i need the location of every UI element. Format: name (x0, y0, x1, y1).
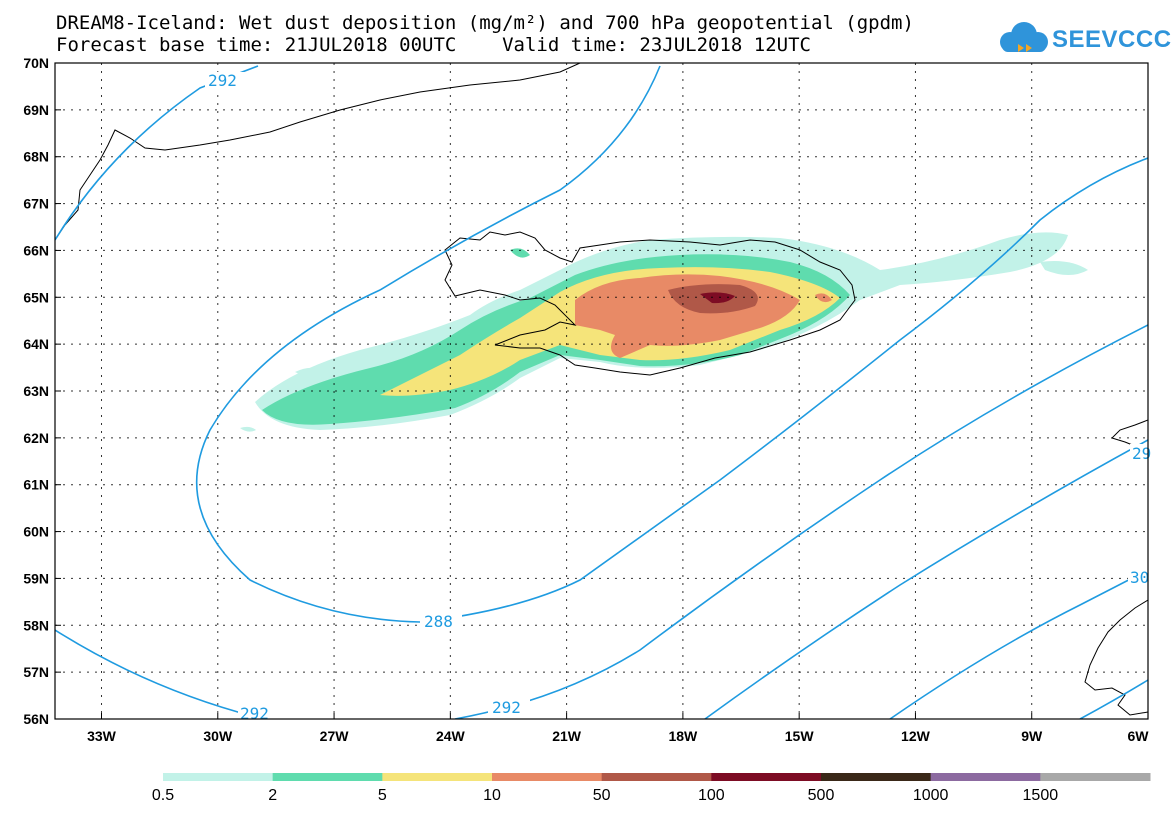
lat-label: 68N (23, 149, 49, 165)
contour-label: 29 (1132, 444, 1151, 463)
lat-label: 64N (23, 336, 49, 352)
legend-swatch (930, 773, 1041, 781)
lat-label: 61N (23, 477, 49, 493)
color-legend: 0.5 2 5 10 50 100 500 1000 1500 (152, 773, 1151, 804)
lat-label: 58N (23, 617, 49, 633)
lat-label: 63N (23, 383, 49, 399)
contour-label: 292 (492, 698, 521, 717)
legend-swatch (711, 773, 822, 781)
legend-label: 500 (808, 787, 835, 804)
coastlines (55, 63, 1148, 716)
legend-label: 5 (378, 787, 387, 804)
lat-label: 60N (23, 524, 49, 540)
contour-292-south (55, 324, 1148, 719)
contour-296 (704, 439, 1148, 719)
legend-label: 1000 (913, 787, 949, 804)
legend-label: 1500 (1023, 787, 1059, 804)
lon-label: 6W (1128, 728, 1150, 744)
contour-label: 30 (1130, 568, 1149, 587)
lon-label: 27W (320, 728, 350, 744)
lon-label: 15W (785, 728, 815, 744)
map-subtitle: Forecast base time: 21JUL2018 00UTC Vali… (56, 34, 811, 56)
legend-swatch (821, 773, 932, 781)
contour-label: 292 (208, 71, 237, 90)
map-title: DREAM8-Iceland: Wet dust deposition (mg/… (56, 12, 914, 34)
contour-label: 288 (424, 612, 453, 631)
lon-label: 12W (901, 728, 931, 744)
longitude-axis: 33W 30W 27W 24W 21W 18W 15W 12W 9W 6W (87, 713, 1149, 744)
lat-label: 56N (23, 711, 49, 727)
lat-label: 67N (23, 196, 49, 212)
legend-label: 0.5 (152, 787, 174, 804)
contour-300 (889, 569, 1148, 719)
lon-label: 24W (436, 728, 466, 744)
iceland-coast (444, 231, 856, 376)
legend-label: 2 (268, 787, 277, 804)
lat-label: 59N (23, 570, 49, 586)
lat-label: 57N (23, 664, 49, 680)
seevccc-logo (1000, 22, 1048, 52)
legend-label: 100 (698, 787, 725, 804)
lon-label: 21W (552, 728, 582, 744)
legend-swatch (1040, 773, 1151, 781)
lat-label: 66N (23, 242, 49, 258)
legend-swatch (382, 773, 493, 781)
contour-labels: 292 288 292 292 29 30 (205, 71, 1151, 723)
lon-label: 30W (203, 728, 233, 744)
geopotential-contours (55, 65, 1148, 719)
lat-lon-grid (55, 63, 1148, 719)
lat-label: 62N (23, 430, 49, 446)
lon-label: 18W (668, 728, 698, 744)
contour-304 (1079, 679, 1148, 719)
legend-swatch (272, 773, 383, 781)
legend-swatch (163, 773, 274, 781)
latitude-axis: 70N 69N 68N 67N 66N 65N 64N 63N 62N 61N 60N 59N 58N 5… (23, 55, 61, 727)
legend-label: 50 (593, 787, 611, 804)
legend-swatch (492, 773, 603, 781)
lat-label: 69N (23, 102, 49, 118)
dust-level-100 (700, 292, 735, 304)
legend-label: 10 (483, 787, 501, 804)
contour-292-north (55, 65, 259, 241)
lon-label: 9W (1021, 728, 1043, 744)
lat-label: 70N (23, 55, 49, 71)
greenland-coast (55, 63, 581, 241)
contour-label: 292 (240, 704, 269, 723)
lat-label: 65N (23, 289, 49, 305)
cloud-icon (1000, 22, 1048, 52)
logo-text: SEEVCCC (1052, 26, 1172, 53)
legend-swatch (601, 773, 712, 781)
lon-label: 33W (87, 728, 117, 744)
dust-deposition-field (240, 232, 1088, 432)
contour-288 (195, 65, 1148, 623)
